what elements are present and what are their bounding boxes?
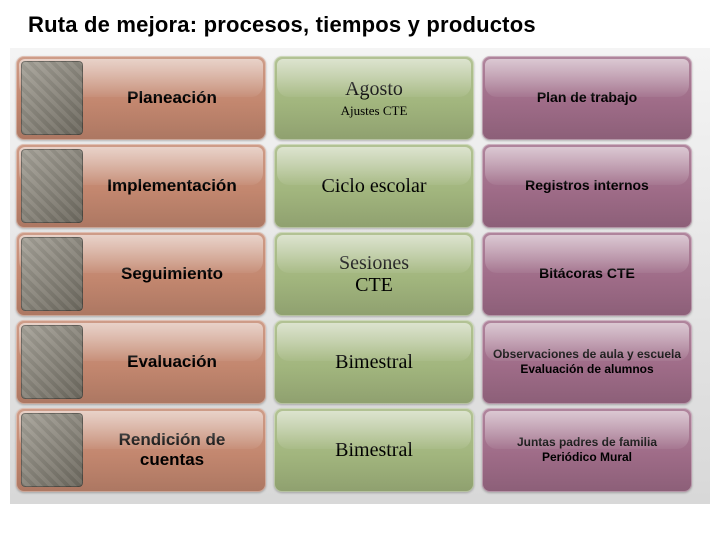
process-label: Seguimiento	[121, 264, 223, 284]
time-sub: Ajustes CTE	[341, 103, 408, 119]
table-row: Planeación Agosto Ajustes CTE Plan de tr…	[16, 56, 704, 140]
thumbnail-icon	[21, 413, 83, 487]
time-main: Bimestral	[335, 439, 413, 462]
process-cell: Seguimiento	[16, 232, 266, 316]
process-label: Planeación	[127, 88, 217, 108]
thumbnail-icon	[21, 61, 83, 135]
product-cell: Registros internos	[482, 144, 692, 228]
product-line: Plan de trabajo	[537, 89, 637, 107]
product-line: Observaciones de aula y escuela	[493, 347, 681, 362]
table-row: Evaluación Bimestral Observaciones de au…	[16, 320, 704, 404]
process-label: Implementación	[107, 176, 236, 196]
process-cell: Planeación	[16, 56, 266, 140]
thumbnail-icon	[21, 237, 83, 311]
process-cell: Evaluación	[16, 320, 266, 404]
table-row: Rendición decuentas Bimestral Juntas pad…	[16, 408, 704, 492]
product-line: Registros internos	[525, 177, 649, 195]
time-cell: Agosto Ajustes CTE	[274, 56, 474, 140]
time-cell: Bimestral	[274, 320, 474, 404]
thumbnail-icon	[21, 149, 83, 223]
time-main: Bimestral	[335, 351, 413, 374]
product-line: Evaluación de alumnos	[520, 362, 653, 377]
table-row: Implementación Ciclo escolar Registros i…	[16, 144, 704, 228]
product-cell: Observaciones de aula y escuela Evaluaci…	[482, 320, 692, 404]
thumbnail-icon	[21, 325, 83, 399]
time-main: SesionesCTE	[339, 252, 409, 296]
product-line: Periódico Mural	[542, 450, 632, 465]
process-cell: Rendición decuentas	[16, 408, 266, 492]
improvement-route-grid: Planeación Agosto Ajustes CTE Plan de tr…	[10, 48, 710, 504]
product-cell: Plan de trabajo	[482, 56, 692, 140]
product-line: Juntas padres de familia	[517, 435, 657, 450]
product-cell: Bitácoras CTE	[482, 232, 692, 316]
time-main: Ciclo escolar	[322, 175, 427, 198]
time-cell: Bimestral	[274, 408, 474, 492]
time-cell: Ciclo escolar	[274, 144, 474, 228]
process-label: Rendición decuentas	[119, 430, 226, 469]
process-cell: Implementación	[16, 144, 266, 228]
time-main: Agosto	[345, 78, 403, 101]
product-line: Bitácoras CTE	[539, 265, 635, 283]
product-cell: Juntas padres de familia Periódico Mural	[482, 408, 692, 492]
page-title: Ruta de mejora: procesos, tiempos y prod…	[0, 0, 720, 48]
process-label: Evaluación	[127, 352, 217, 372]
table-row: Seguimiento SesionesCTE Bitácoras CTE	[16, 232, 704, 316]
time-cell: SesionesCTE	[274, 232, 474, 316]
